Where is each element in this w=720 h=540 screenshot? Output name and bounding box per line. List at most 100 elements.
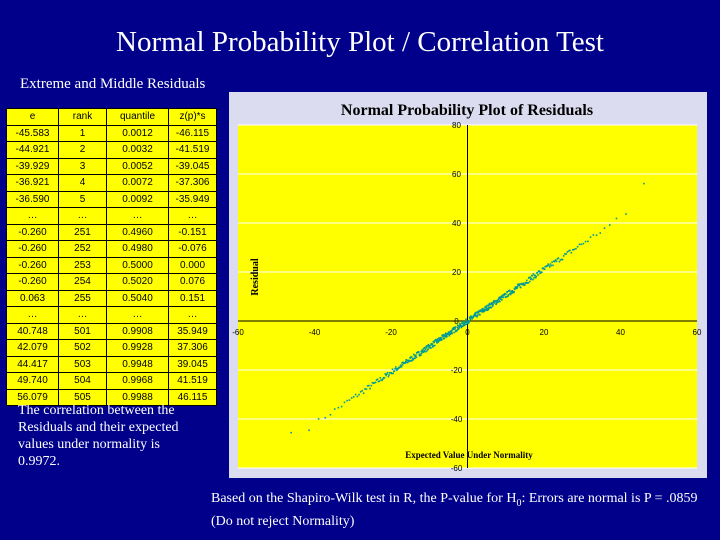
data-point (396, 369, 398, 372)
data-point (370, 384, 373, 387)
data-point (454, 327, 456, 329)
data-point (536, 271, 539, 274)
table-cell: 0.0032 (106, 141, 169, 159)
data-point (552, 264, 554, 267)
data-point (392, 372, 394, 375)
table-cell: 254 (58, 273, 107, 291)
table-cell: 42.079 (6, 339, 59, 357)
data-point (428, 345, 430, 347)
data-point (467, 322, 470, 324)
data-point (414, 355, 417, 357)
data-point (482, 308, 485, 311)
data-point (444, 334, 446, 337)
table-cell: 0.076 (168, 273, 217, 291)
data-point (368, 384, 370, 387)
x-tick-label: -20 (385, 328, 397, 337)
data-point (348, 399, 351, 401)
data-point (531, 274, 534, 277)
data-point (378, 380, 381, 382)
data-point (437, 341, 440, 343)
y-tick-label: 40 (452, 219, 461, 228)
data-point (475, 314, 477, 317)
data-point (546, 265, 549, 267)
data-point (422, 349, 424, 351)
data-point (356, 395, 359, 398)
table-cell: 0.5020 (106, 273, 169, 291)
table-cell: -36.590 (6, 190, 59, 208)
data-point (329, 413, 332, 416)
data-point (543, 268, 546, 271)
data-point (450, 332, 452, 335)
table-row: -44.921 2 0.0032 -41.519 (6, 141, 217, 159)
data-point (411, 357, 414, 360)
data-point (428, 345, 430, 348)
data-point (387, 375, 390, 378)
data-point (497, 301, 499, 303)
data-point (575, 247, 577, 250)
table-row: -0.260 254 0.5020 0.076 (6, 273, 217, 291)
data-point (361, 389, 364, 392)
data-point (561, 258, 564, 261)
data-point (406, 361, 409, 364)
data-point (487, 308, 490, 311)
table-cell: 46.115 (168, 388, 217, 406)
data-point (451, 332, 453, 335)
table-cell: -35.949 (168, 190, 217, 208)
column-header-zps: z(p)*s (168, 108, 217, 126)
data-point (578, 243, 581, 246)
data-point (407, 359, 410, 362)
data-point (520, 282, 523, 285)
data-point (436, 339, 439, 341)
table-cell: … (106, 207, 169, 225)
data-point (499, 300, 501, 303)
data-point (372, 382, 375, 385)
data-point (530, 277, 533, 280)
table-cell: 3 (58, 157, 107, 175)
data-point (439, 338, 441, 340)
data-point (450, 330, 453, 332)
data-point (498, 297, 500, 299)
data-point (519, 283, 521, 285)
data-point (516, 287, 518, 290)
footer-suffix: : Errors are normal is P = .0859 (Do not… (211, 491, 698, 529)
data-point (517, 283, 520, 285)
table-cell: -39.045 (168, 157, 217, 175)
data-point (567, 250, 570, 252)
data-point (413, 355, 416, 357)
data-point (510, 292, 513, 294)
data-point (408, 359, 411, 362)
data-point (589, 236, 592, 238)
data-point (449, 331, 451, 334)
data-point (400, 364, 402, 366)
data-point (421, 350, 424, 353)
data-point (337, 406, 340, 409)
data-point (485, 309, 488, 312)
data-point (431, 342, 433, 345)
footer-prefix: Based on the Shapiro-Wilk test in R, the… (211, 491, 517, 506)
data-point (476, 316, 478, 318)
data-point (491, 302, 494, 304)
data-point (404, 362, 407, 364)
data-point (488, 306, 491, 309)
data-point (406, 359, 409, 362)
table-cell: -0.076 (168, 240, 217, 258)
table-cell: 0.000 (168, 256, 217, 274)
data-point (529, 278, 532, 281)
data-point (391, 372, 393, 375)
data-point (480, 310, 483, 313)
data-point (569, 249, 571, 252)
data-point (410, 360, 412, 362)
table-cell: 0.9988 (106, 388, 169, 406)
data-point (381, 379, 383, 382)
data-point (547, 263, 549, 266)
data-point (333, 408, 336, 410)
table-cell: … (168, 207, 217, 225)
data-point (415, 354, 417, 356)
data-point (519, 286, 522, 289)
data-point (452, 328, 455, 331)
data-point (388, 374, 390, 376)
table-cell: 41.519 (168, 372, 217, 390)
data-point (494, 300, 497, 303)
